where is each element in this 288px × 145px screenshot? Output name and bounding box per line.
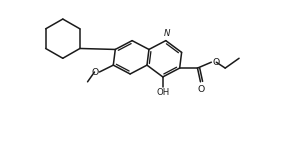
Text: O: O (212, 58, 219, 67)
Text: O: O (91, 68, 98, 77)
Text: OH: OH (156, 88, 169, 97)
Text: O: O (198, 85, 205, 94)
Text: N: N (164, 29, 170, 38)
